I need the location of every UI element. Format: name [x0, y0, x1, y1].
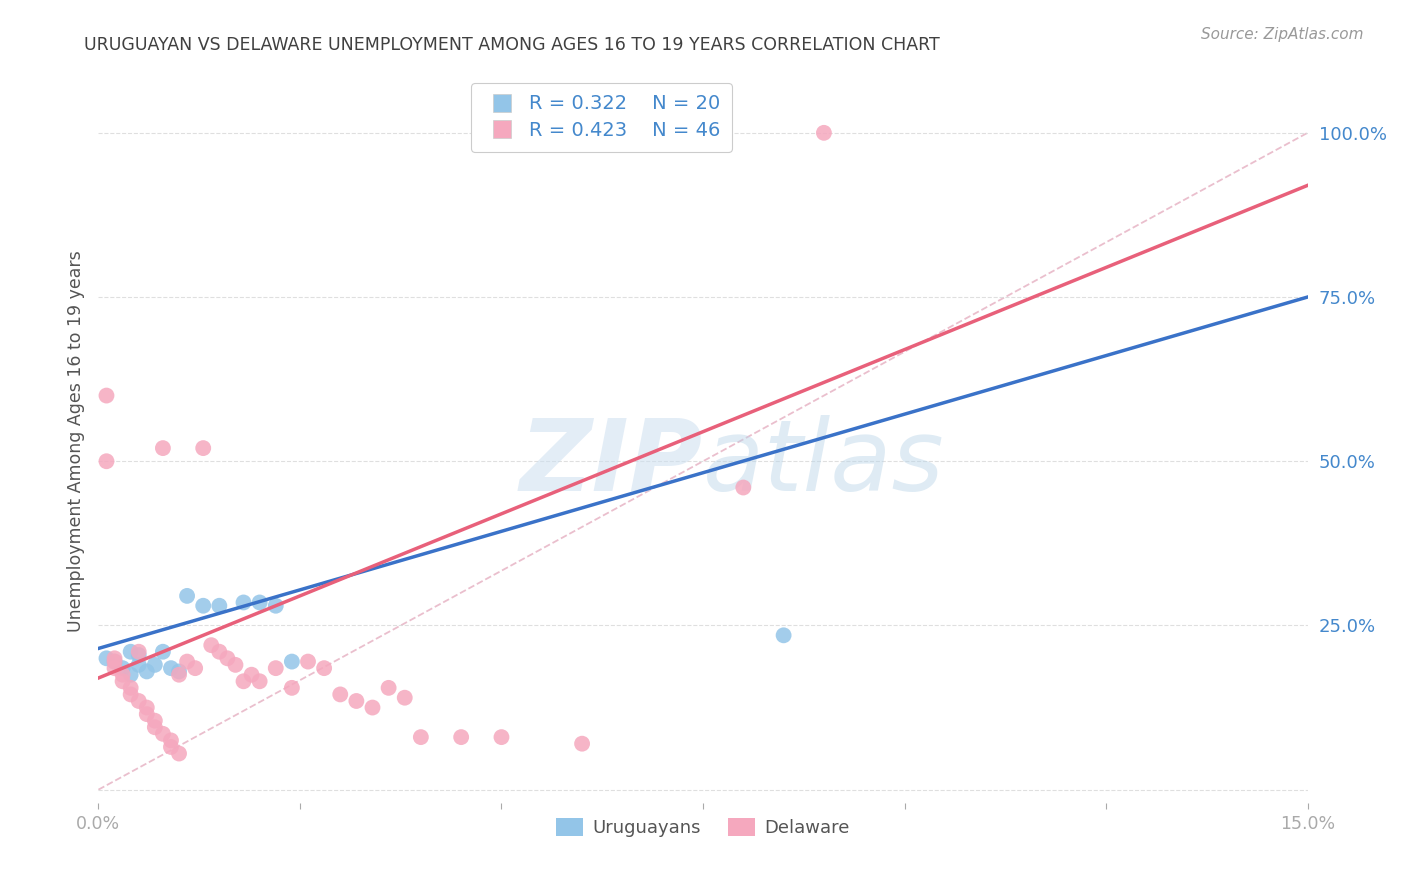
Point	[813, 126, 835, 140]
Point	[120, 667, 142, 681]
Point	[249, 595, 271, 609]
Point	[128, 657, 150, 672]
Point	[249, 674, 271, 689]
Legend: Uruguayans, Delaware: Uruguayans, Delaware	[550, 811, 856, 845]
Point	[344, 694, 367, 708]
Point	[120, 645, 142, 659]
Point	[167, 665, 190, 679]
Text: atlas: atlas	[703, 415, 945, 512]
Point	[152, 441, 174, 455]
Point	[450, 730, 472, 744]
Point	[193, 599, 215, 613]
Point	[264, 661, 287, 675]
Point	[208, 599, 231, 613]
Point	[232, 595, 254, 609]
Point	[491, 730, 513, 744]
Point	[103, 655, 125, 669]
Point	[200, 638, 222, 652]
Point	[128, 694, 150, 708]
Point	[297, 655, 319, 669]
Point	[281, 681, 304, 695]
Point	[96, 651, 118, 665]
Point	[135, 665, 157, 679]
Point	[143, 714, 166, 728]
Point	[314, 661, 336, 675]
Point	[281, 655, 304, 669]
Text: ZIP: ZIP	[520, 415, 703, 512]
Point	[111, 661, 134, 675]
Point	[329, 687, 352, 701]
Point	[103, 651, 125, 665]
Point	[184, 661, 207, 675]
Text: URUGUAYAN VS DELAWARE UNEMPLOYMENT AMONG AGES 16 TO 19 YEARS CORRELATION CHART: URUGUAYAN VS DELAWARE UNEMPLOYMENT AMONG…	[84, 36, 941, 54]
Point	[232, 674, 254, 689]
Point	[152, 645, 174, 659]
Point	[167, 747, 190, 761]
Point	[160, 661, 183, 675]
Point	[120, 681, 142, 695]
Point	[128, 645, 150, 659]
Point	[160, 733, 183, 747]
Point	[103, 661, 125, 675]
Point	[160, 739, 183, 754]
Point	[377, 681, 399, 695]
Y-axis label: Unemployment Among Ages 16 to 19 years: Unemployment Among Ages 16 to 19 years	[66, 251, 84, 632]
Point	[733, 481, 755, 495]
Point	[96, 454, 118, 468]
Point	[111, 667, 134, 681]
Point	[217, 651, 239, 665]
Point	[409, 730, 432, 744]
Point	[361, 700, 384, 714]
Point	[143, 657, 166, 672]
Point	[120, 687, 142, 701]
Point	[96, 388, 118, 402]
Point	[152, 727, 174, 741]
Text: Source: ZipAtlas.com: Source: ZipAtlas.com	[1201, 27, 1364, 42]
Point	[571, 737, 593, 751]
Point	[224, 657, 246, 672]
Point	[193, 441, 215, 455]
Point	[176, 655, 198, 669]
Point	[208, 645, 231, 659]
Point	[111, 674, 134, 689]
Point	[143, 720, 166, 734]
Point	[103, 655, 125, 669]
Point	[264, 599, 287, 613]
Point	[167, 667, 190, 681]
Point	[176, 589, 198, 603]
Point	[135, 700, 157, 714]
Point	[135, 707, 157, 722]
Point	[394, 690, 416, 705]
Point	[772, 628, 794, 642]
Point	[128, 648, 150, 662]
Point	[240, 667, 263, 681]
